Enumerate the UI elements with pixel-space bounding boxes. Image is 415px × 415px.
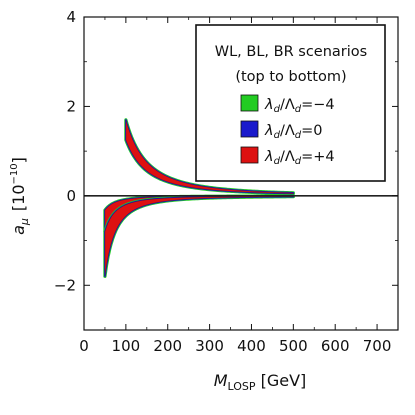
band-outline-BR [104,195,294,277]
x-tick-label: 600 [321,337,350,355]
y-axis-label-unit: [10 [9,184,28,211]
legend-entry-red-mid-sub: d [295,156,302,167]
legend-entry-red-value: =+4 [301,149,335,165]
legend-entry-green-value: =−4 [301,97,335,113]
legend-title-line-2: (top to bottom) [235,69,346,85]
band-outline-WL [125,119,294,194]
legend-entry-red-lambda: λ [264,149,274,165]
x-tick-label: 100 [112,337,141,355]
legend-entry-green-lambda: λ [264,97,274,113]
y-tick-label: 0 [66,187,76,205]
x-tick-label: 0 [79,337,89,355]
legend-entry-green-mid: /Λ [280,97,295,113]
y-axis-label-base: a [9,225,28,235]
legend-entry-red-mid: /Λ [280,149,295,165]
y-axis-label: aμ [10−10] [9,157,31,235]
legend-title-line-1: WL, BL, BR scenarios [215,44,367,60]
legend-entry-blue-value: =0 [301,123,322,139]
x-tick-label: 200 [153,337,182,355]
x-tick-label: 700 [363,337,392,355]
x-axis-label-sub: LOSP [228,380,256,393]
legend-swatch-blue [240,120,259,138]
x-axis-label-base: M [214,371,228,390]
legend-entry-blue: λd/Λd=0 [264,123,323,141]
x-tick-label: 300 [195,337,224,355]
y-axis-label-sub: μ [18,218,31,226]
axes-frame [83,16,399,331]
x-tick-label: 500 [279,337,308,355]
y-tick-label: −2 [54,276,76,294]
x-axis-label-unit: [GeV] [256,371,307,390]
legend-entry-blue-lambda: λ [264,123,274,139]
axis-ticks [83,16,398,331]
x-axis-label: MLOSP [GeV] [214,371,307,393]
legend-swatch-green [240,94,259,112]
legend-swatch-red [240,146,259,164]
legend-entry-red: λd/Λd=+4 [264,149,335,167]
legend-entry-blue-mid-sub: d [295,130,302,141]
y-tick-label: 4 [66,8,76,26]
plot-frame [83,16,399,331]
y-tick-label: 2 [66,97,76,115]
legend-entry-blue-lambda-sub: d [274,130,281,141]
x-tick-label: 400 [237,337,266,355]
y-axis-label-sup: −10 [9,163,20,184]
legend-box [195,24,386,182]
legend-entry-green: λd/Λd=−4 [264,97,335,115]
legend: WL, BL, BR scenarios (top to bottom) λd/… [195,24,386,182]
legend-entry-green-mid-sub: d [295,104,302,115]
legend-entry-blue-mid: /Λ [280,123,295,139]
tick-labels: 0 100 200 300 400 500 600 700 −2 0 2 4 [54,8,392,355]
y-axis-label-close: ] [9,157,28,163]
legend-entry-red-lambda-sub: d [274,156,281,167]
legend-entry-green-lambda-sub: d [274,104,281,115]
